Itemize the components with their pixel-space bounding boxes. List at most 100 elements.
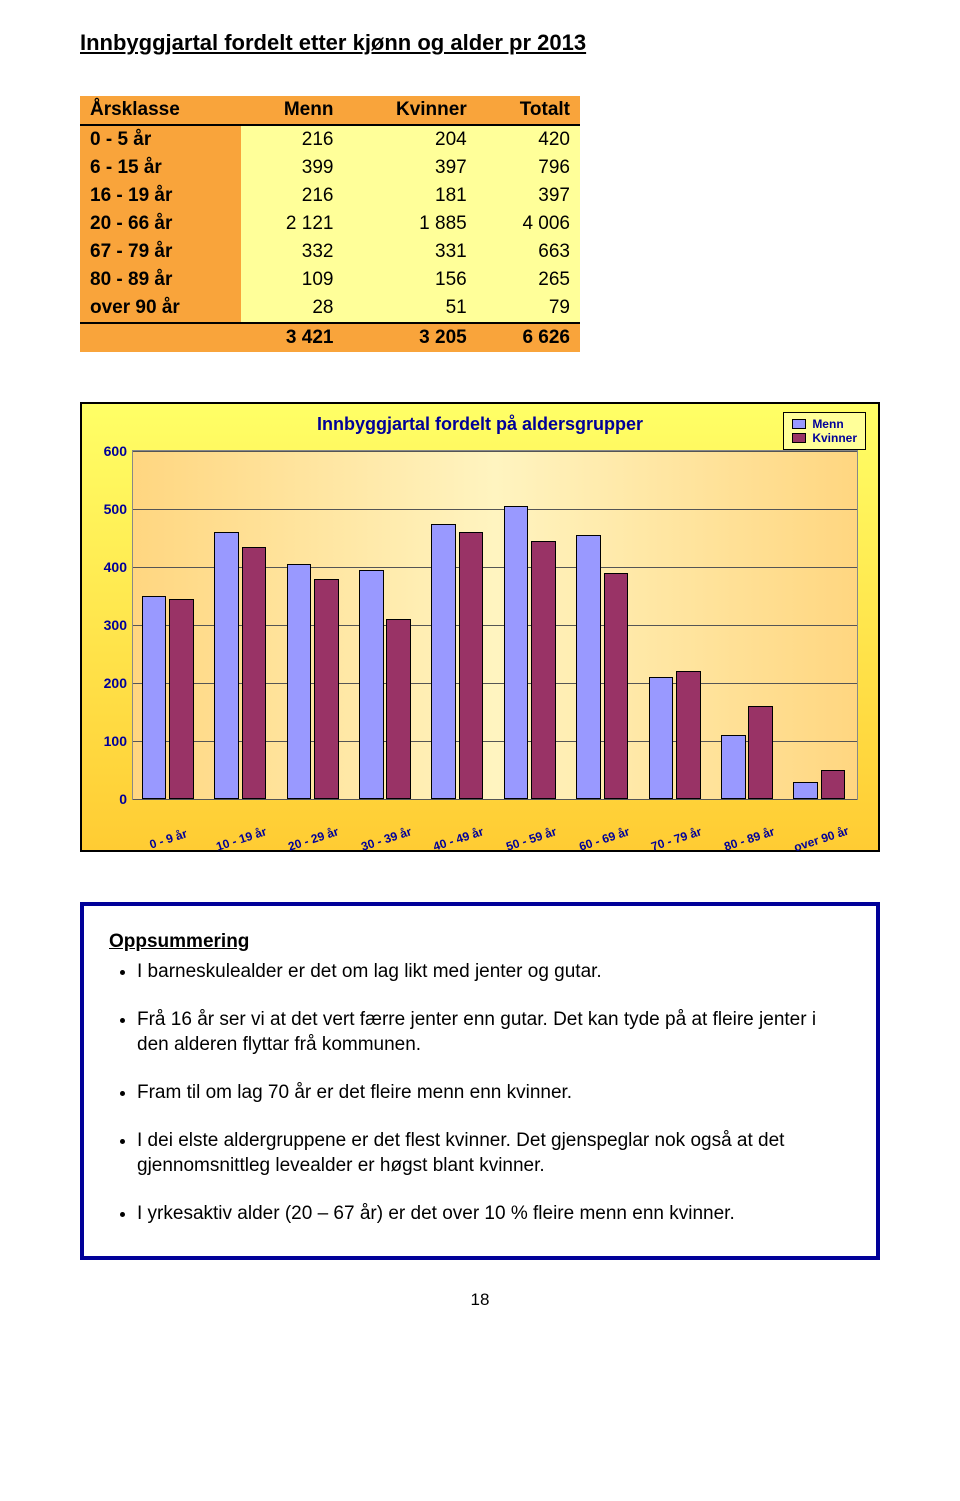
bar-menn — [793, 782, 818, 799]
table-cell: 16 - 19 år — [80, 182, 241, 210]
table-cell: 663 — [477, 238, 580, 266]
x-tick-label: 10 - 19 år — [204, 821, 277, 857]
bar-kvinner — [169, 599, 194, 799]
col-header: Menn — [241, 96, 343, 125]
bar-menn — [576, 535, 601, 799]
x-tick-label: 80 - 89 år — [712, 821, 785, 857]
table-cell: 20 - 66 år — [80, 210, 241, 238]
table-header-row: Årsklasse Menn Kvinner Totalt — [80, 96, 580, 125]
table-cell: 51 — [343, 294, 476, 323]
summary-box: Oppsummering I barneskulealder er det om… — [80, 902, 880, 1260]
legend-item-menn: Menn — [792, 417, 857, 431]
table-cell: 4 006 — [477, 210, 580, 238]
x-tick-label: 20 - 29 år — [277, 821, 350, 857]
bar-kvinner — [242, 547, 267, 799]
table-cell: 796 — [477, 154, 580, 182]
legend-label: Menn — [812, 417, 843, 431]
bar-group — [495, 451, 567, 799]
x-tick-label: 30 - 39 år — [349, 821, 422, 857]
chart-panel: Innbyggjartal fordelt på aldersgrupper M… — [80, 402, 880, 852]
table-cell: 1 885 — [343, 210, 476, 238]
table-row: 0 - 5 år216204420 — [80, 125, 580, 154]
table-cell: 204 — [343, 125, 476, 154]
table-cell: 28 — [241, 294, 343, 323]
bar-menn — [649, 677, 674, 799]
bar-kvinner — [748, 706, 773, 799]
summary-bullet: Fram til om lag 70 år er det fleire menn… — [137, 1080, 851, 1106]
table-cell: 80 - 89 år — [80, 266, 241, 294]
table-cell: 6 626 — [477, 323, 580, 352]
bar-group — [712, 451, 784, 799]
x-tick-label: over 90 år — [785, 821, 858, 857]
bar-group — [785, 451, 857, 799]
y-tick-label: 100 — [104, 733, 127, 749]
table-cell: over 90 år — [80, 294, 241, 323]
summary-bullet: I barneskulealder er det om lag likt med… — [137, 959, 851, 985]
table-cell: 2 121 — [241, 210, 343, 238]
summary-heading: Oppsummering — [109, 931, 851, 953]
table-row: 6 - 15 år399397796 — [80, 154, 580, 182]
bar-group — [350, 451, 422, 799]
y-tick-label: 0 — [119, 791, 127, 807]
swatch-kvinner — [792, 433, 806, 443]
table-cell: 397 — [477, 182, 580, 210]
bar-menn — [721, 735, 746, 799]
x-tick-label: 50 - 59 år — [495, 821, 568, 857]
table-cell: 332 — [241, 238, 343, 266]
bar-group — [278, 451, 350, 799]
table-cell: 216 — [241, 182, 343, 210]
bar-menn — [214, 532, 239, 799]
bar-menn — [431, 524, 456, 800]
x-axis-labels: 0 - 9 år10 - 19 år20 - 29 år30 - 39 år40… — [132, 832, 858, 846]
table-cell: 397 — [343, 154, 476, 182]
y-tick-label: 300 — [104, 617, 127, 633]
table-row: 80 - 89 år109156265 — [80, 266, 580, 294]
bar-menn — [287, 564, 312, 799]
table-row: 20 - 66 år2 1211 8854 006 — [80, 210, 580, 238]
table-cell: 399 — [241, 154, 343, 182]
bar-kvinner — [386, 619, 411, 799]
legend-label: Kvinner — [812, 431, 857, 445]
table-row: 67 - 79 år332331663 — [80, 238, 580, 266]
table-total-row: 3 4213 2056 626 — [80, 323, 580, 352]
table-cell: 6 - 15 år — [80, 154, 241, 182]
grid-line: 0 — [133, 799, 857, 800]
col-header: Totalt — [477, 96, 580, 125]
plot-area: 0100200300400500600 — [132, 450, 858, 800]
bar-group — [567, 451, 639, 799]
bars-container — [133, 451, 857, 799]
bar-menn — [504, 506, 529, 799]
table-row: 16 - 19 år216181397 — [80, 182, 580, 210]
bar-menn — [359, 570, 384, 799]
table-cell: 67 - 79 år — [80, 238, 241, 266]
swatch-menn — [792, 419, 806, 429]
y-tick-label: 200 — [104, 675, 127, 691]
y-tick-label: 500 — [104, 501, 127, 517]
x-tick-label: 40 - 49 år — [422, 821, 495, 857]
bar-kvinner — [604, 573, 629, 799]
legend-item-kvinner: Kvinner — [792, 431, 857, 445]
summary-bullet: I dei elste aldergruppene er det flest k… — [137, 1128, 851, 1179]
x-tick-label: 70 - 79 år — [640, 821, 713, 857]
bar-group — [423, 451, 495, 799]
table-cell — [80, 323, 241, 352]
table-cell: 3 421 — [241, 323, 343, 352]
page-number: 18 — [80, 1290, 880, 1310]
table-row: over 90 år285179 — [80, 294, 580, 323]
x-tick-label: 60 - 69 år — [567, 821, 640, 857]
summary-bullet: I yrkesaktiv alder (20 – 67 år) er det o… — [137, 1201, 851, 1227]
x-tick-label: 0 - 9 år — [132, 821, 205, 857]
table-cell: 265 — [477, 266, 580, 294]
y-tick-label: 600 — [104, 443, 127, 459]
summary-list: I barneskulealder er det om lag likt med… — [109, 959, 851, 1226]
page-title: Innbyggjartal fordelt etter kjønn og ald… — [80, 30, 880, 56]
bar-kvinner — [821, 770, 846, 799]
table-cell: 156 — [343, 266, 476, 294]
y-tick-label: 400 — [104, 559, 127, 575]
bar-kvinner — [314, 579, 339, 799]
table-cell: 181 — [343, 182, 476, 210]
table-cell: 420 — [477, 125, 580, 154]
bar-kvinner — [531, 541, 556, 799]
chart-legend: Menn Kvinner — [783, 412, 866, 450]
table-cell: 79 — [477, 294, 580, 323]
